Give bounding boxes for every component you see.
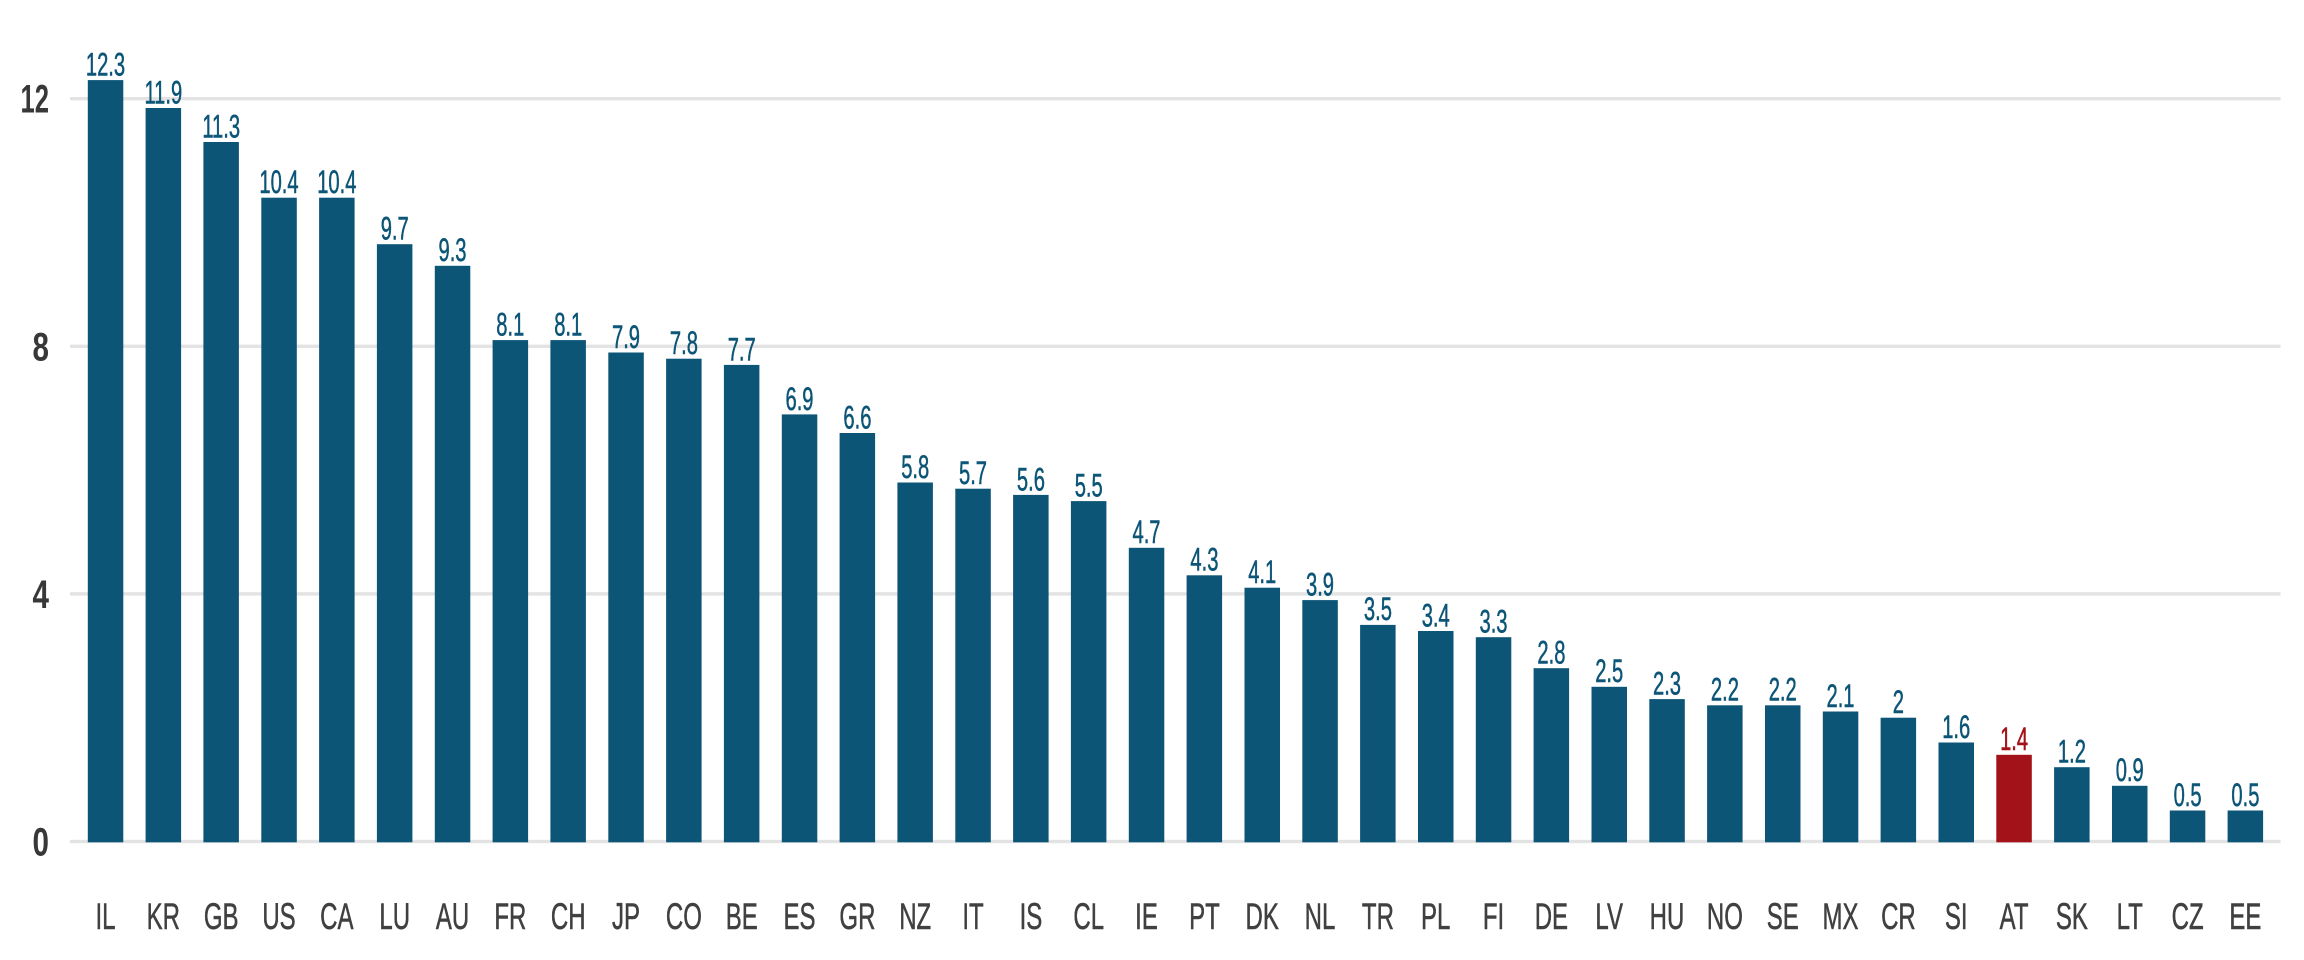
svg-text:3.4: 3.4: [1422, 598, 1450, 634]
svg-text:EE: EE: [2229, 896, 2261, 938]
svg-text:ES: ES: [783, 896, 815, 938]
svg-text:AU: AU: [436, 896, 469, 938]
svg-text:3.5: 3.5: [1364, 591, 1392, 627]
svg-text:9.3: 9.3: [439, 232, 467, 268]
svg-text:DE: DE: [1535, 896, 1568, 938]
svg-text:1.6: 1.6: [1942, 709, 1970, 745]
svg-text:5.5: 5.5: [1075, 468, 1103, 504]
svg-text:IS: IS: [1020, 896, 1043, 938]
svg-text:0.5: 0.5: [2174, 777, 2202, 813]
svg-text:5.7: 5.7: [959, 455, 987, 491]
svg-text:2.8: 2.8: [1537, 635, 1565, 671]
svg-text:JP: JP: [612, 896, 640, 938]
svg-text:12: 12: [21, 78, 49, 122]
svg-text:LT: LT: [2117, 896, 2143, 938]
svg-text:IE: IE: [1135, 896, 1158, 938]
svg-text:7.8: 7.8: [670, 325, 698, 361]
svg-text:7.7: 7.7: [728, 331, 756, 367]
svg-text:3.9: 3.9: [1306, 567, 1334, 603]
svg-text:0.5: 0.5: [2231, 777, 2259, 813]
svg-text:IT: IT: [962, 896, 983, 938]
svg-text:2.1: 2.1: [1827, 678, 1855, 714]
svg-text:FI: FI: [1483, 896, 1504, 938]
svg-text:LV: LV: [1595, 896, 1623, 938]
svg-text:CL: CL: [1073, 896, 1104, 938]
svg-text:NL: NL: [1305, 896, 1336, 938]
svg-text:FR: FR: [494, 896, 526, 938]
svg-text:IL: IL: [95, 896, 115, 938]
svg-text:1.2: 1.2: [2058, 734, 2086, 770]
svg-text:KR: KR: [147, 896, 180, 938]
svg-text:8.1: 8.1: [554, 307, 582, 343]
svg-text:11.9: 11.9: [144, 75, 182, 111]
svg-text:SE: SE: [1767, 896, 1799, 938]
svg-text:10.4: 10.4: [259, 164, 298, 200]
svg-text:2: 2: [1893, 684, 1904, 720]
svg-text:8: 8: [33, 325, 49, 369]
svg-text:TR: TR: [1362, 896, 1394, 938]
svg-text:5.8: 5.8: [901, 449, 929, 485]
svg-text:4.3: 4.3: [1190, 542, 1218, 578]
svg-text:0: 0: [33, 820, 49, 864]
svg-text:SI: SI: [1945, 896, 1968, 938]
svg-text:CA: CA: [320, 896, 353, 938]
svg-text:9.7: 9.7: [381, 211, 409, 247]
svg-text:2.3: 2.3: [1653, 666, 1681, 702]
svg-text:12.3: 12.3: [86, 47, 125, 83]
svg-text:CZ: CZ: [2172, 896, 2204, 938]
svg-text:2.5: 2.5: [1595, 653, 1623, 689]
svg-text:PL: PL: [1421, 896, 1450, 938]
svg-text:SK: SK: [2056, 896, 2088, 938]
svg-text:2.2: 2.2: [1769, 672, 1797, 708]
svg-text:CR: CR: [1881, 896, 1916, 938]
svg-text:NZ: NZ: [899, 896, 931, 938]
svg-text:4.7: 4.7: [1133, 514, 1161, 550]
svg-text:AT: AT: [2000, 896, 2029, 938]
svg-text:6.6: 6.6: [843, 400, 871, 436]
svg-text:10.4: 10.4: [317, 164, 356, 200]
svg-text:GB: GB: [204, 896, 239, 938]
svg-text:PT: PT: [1189, 896, 1220, 938]
svg-text:NO: NO: [1707, 896, 1743, 938]
svg-text:US: US: [262, 896, 295, 938]
svg-text:BE: BE: [726, 896, 758, 938]
svg-text:3.3: 3.3: [1480, 604, 1508, 640]
svg-text:8.1: 8.1: [496, 307, 524, 343]
svg-text:11.3: 11.3: [202, 109, 240, 145]
svg-text:CH: CH: [551, 896, 586, 938]
svg-text:2.2: 2.2: [1711, 672, 1739, 708]
svg-text:5.6: 5.6: [1017, 461, 1045, 497]
svg-text:DK: DK: [1246, 896, 1279, 938]
svg-text:1.4: 1.4: [2000, 721, 2028, 757]
svg-text:HU: HU: [1650, 896, 1685, 938]
svg-text:7.9: 7.9: [612, 319, 640, 355]
svg-text:LU: LU: [379, 896, 410, 938]
svg-text:6.9: 6.9: [786, 381, 814, 417]
svg-text:CO: CO: [666, 896, 702, 938]
svg-text:4.1: 4.1: [1248, 554, 1276, 590]
svg-text:GR: GR: [839, 896, 875, 938]
svg-text:4: 4: [33, 573, 50, 617]
svg-text:MX: MX: [1823, 896, 1859, 938]
svg-text:0.9: 0.9: [2116, 752, 2144, 788]
